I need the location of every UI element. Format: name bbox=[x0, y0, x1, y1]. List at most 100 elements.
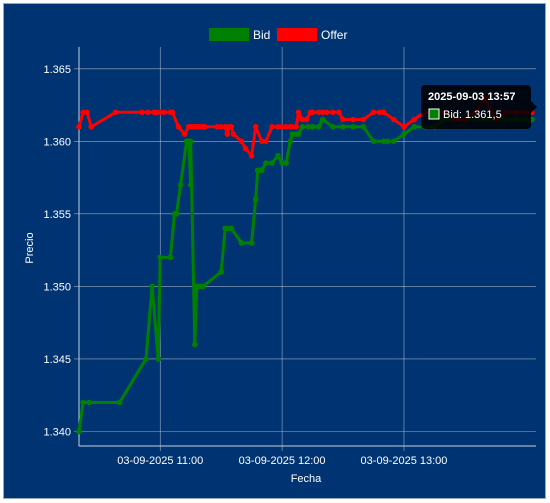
bid-point[interactable] bbox=[319, 116, 326, 123]
bid-point[interactable] bbox=[252, 196, 259, 203]
offer-point[interactable] bbox=[222, 124, 228, 130]
offer-point[interactable] bbox=[84, 109, 90, 116]
offer-point[interactable] bbox=[263, 138, 269, 145]
bid-point[interactable] bbox=[80, 399, 86, 406]
bid-point[interactable] bbox=[224, 225, 231, 232]
offer-point[interactable] bbox=[293, 124, 300, 130]
offer-point[interactable] bbox=[228, 124, 235, 130]
offer-point[interactable] bbox=[411, 116, 417, 123]
bid-point[interactable] bbox=[299, 124, 306, 130]
legend-item-bid[interactable]: Bid bbox=[209, 28, 270, 42]
bid-point[interactable] bbox=[283, 160, 290, 166]
offer-point[interactable] bbox=[259, 138, 265, 145]
offer-point[interactable] bbox=[218, 124, 224, 130]
offer-point[interactable] bbox=[181, 131, 188, 137]
bid-point[interactable] bbox=[340, 124, 346, 130]
bid-point[interactable] bbox=[192, 341, 198, 348]
offer-point[interactable] bbox=[376, 109, 383, 116]
offer-point[interactable] bbox=[88, 124, 94, 130]
bid-point[interactable] bbox=[177, 182, 184, 188]
offer-point[interactable] bbox=[248, 153, 255, 159]
bid-point[interactable] bbox=[295, 131, 302, 137]
offer-point[interactable] bbox=[283, 124, 290, 130]
offer-point[interactable] bbox=[202, 124, 208, 130]
bid-point[interactable] bbox=[401, 131, 407, 137]
offer-point[interactable] bbox=[340, 116, 346, 123]
bid-point[interactable] bbox=[200, 283, 206, 290]
offer-point[interactable] bbox=[175, 124, 182, 130]
bid-point[interactable] bbox=[143, 356, 149, 362]
bid-point[interactable] bbox=[350, 124, 357, 130]
offer-point[interactable] bbox=[350, 116, 357, 123]
offer-point[interactable] bbox=[214, 124, 220, 130]
bid-point[interactable] bbox=[315, 124, 322, 130]
bid-point[interactable] bbox=[157, 254, 163, 261]
bid-point[interactable] bbox=[173, 211, 180, 217]
y-tick-label: 1.360 bbox=[43, 136, 71, 148]
bid-point[interactable] bbox=[287, 138, 294, 145]
bid-point[interactable] bbox=[305, 124, 312, 130]
bid-point[interactable] bbox=[238, 240, 245, 246]
offer-point[interactable] bbox=[80, 109, 86, 116]
price-line-chart[interactable]: 1.340 1.345 1.350 1.355 1.360 1.365 03-09-202… bbox=[4, 4, 547, 500]
offer-point[interactable] bbox=[275, 124, 281, 130]
offer-point[interactable] bbox=[242, 145, 249, 152]
bid-point[interactable] bbox=[187, 138, 194, 145]
bid-point[interactable] bbox=[218, 269, 224, 275]
bid-point[interactable] bbox=[263, 160, 269, 166]
offer-point[interactable] bbox=[224, 131, 231, 137]
bid-point[interactable] bbox=[289, 131, 296, 137]
offer-point[interactable] bbox=[169, 109, 176, 116]
offer-point[interactable] bbox=[252, 124, 259, 130]
bid-point[interactable] bbox=[275, 153, 281, 159]
offer-point[interactable] bbox=[324, 109, 330, 116]
bid-point[interactable] bbox=[76, 428, 82, 435]
bid-point[interactable] bbox=[155, 356, 161, 362]
bid-point[interactable] bbox=[116, 399, 123, 406]
offer-point[interactable] bbox=[76, 124, 82, 130]
offer-point[interactable] bbox=[330, 109, 336, 116]
bid-point[interactable] bbox=[380, 138, 387, 145]
offer-point[interactable] bbox=[370, 109, 377, 116]
offer-point[interactable] bbox=[336, 109, 342, 116]
bid-point[interactable] bbox=[370, 138, 377, 145]
bid-point[interactable] bbox=[228, 225, 235, 232]
offer-point[interactable] bbox=[295, 109, 302, 116]
offer-point[interactable] bbox=[230, 131, 237, 137]
bid-point[interactable] bbox=[86, 399, 92, 406]
bid-point[interactable] bbox=[167, 254, 174, 261]
bid-point[interactable] bbox=[269, 160, 275, 166]
offer-point[interactable] bbox=[309, 109, 316, 116]
bid-point[interactable] bbox=[391, 138, 397, 145]
legend[interactable]: Bid Offer bbox=[209, 28, 347, 42]
offer-point[interactable] bbox=[299, 116, 306, 123]
offer-point[interactable] bbox=[279, 124, 285, 130]
offer-point[interactable] bbox=[315, 109, 322, 116]
bid-point[interactable] bbox=[259, 167, 265, 174]
bid-point[interactable] bbox=[248, 240, 255, 246]
bid-point[interactable] bbox=[411, 124, 417, 130]
bid-point[interactable] bbox=[187, 182, 194, 188]
offer-point[interactable] bbox=[157, 109, 163, 116]
bid-point[interactable] bbox=[360, 124, 367, 130]
offer-point[interactable] bbox=[303, 116, 310, 123]
offer-point[interactable] bbox=[269, 124, 275, 130]
offer-point[interactable] bbox=[391, 116, 397, 123]
bid-point[interactable] bbox=[279, 160, 285, 166]
legend-item-offer[interactable]: Offer bbox=[277, 28, 347, 42]
bid-point[interactable] bbox=[330, 124, 336, 130]
offer-point[interactable] bbox=[161, 109, 168, 116]
offer-point[interactable] bbox=[380, 109, 387, 116]
offer-point[interactable] bbox=[153, 109, 159, 116]
bid-point[interactable] bbox=[384, 138, 391, 145]
offer-point[interactable] bbox=[139, 109, 145, 116]
offer-point[interactable] bbox=[112, 109, 119, 116]
offer-point[interactable] bbox=[360, 116, 367, 123]
offer-point[interactable] bbox=[289, 124, 296, 130]
offer-point[interactable] bbox=[145, 109, 151, 116]
offer-point[interactable] bbox=[319, 109, 326, 116]
bid-point[interactable] bbox=[309, 124, 316, 130]
offer-point[interactable] bbox=[238, 138, 245, 145]
bid-point[interactable] bbox=[149, 283, 155, 290]
offer-point[interactable] bbox=[401, 124, 407, 130]
